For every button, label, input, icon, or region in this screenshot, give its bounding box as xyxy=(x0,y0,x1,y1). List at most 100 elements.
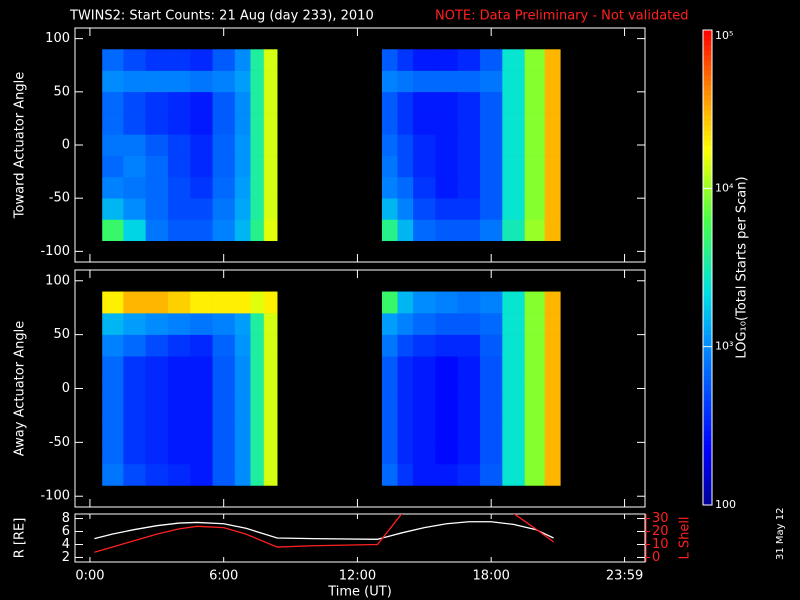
heat-cell xyxy=(397,334,414,357)
heat-cell xyxy=(123,155,146,178)
heat-cell xyxy=(123,219,146,242)
colorbar-segment xyxy=(703,420,712,426)
colorbar-segment xyxy=(703,35,712,41)
heat-cell xyxy=(102,113,124,135)
colorbar-tick-label: 10³ xyxy=(715,340,733,353)
colorbar-segment xyxy=(703,160,712,166)
heat-cell xyxy=(413,399,436,422)
heat-cell xyxy=(435,134,459,156)
heat-cell xyxy=(381,291,398,314)
heat-cell xyxy=(502,134,525,156)
heat-cell xyxy=(145,70,169,93)
heat-cell xyxy=(263,399,278,422)
heat-cell xyxy=(544,70,561,93)
heat-cell xyxy=(263,198,278,220)
heat-cell xyxy=(413,113,436,135)
colorbar-segment xyxy=(703,365,712,371)
heat-cell xyxy=(263,442,278,465)
heat-cell xyxy=(190,113,213,135)
heat-cell xyxy=(167,377,191,400)
heat-cell xyxy=(234,155,251,178)
heat-cell xyxy=(102,176,124,199)
heat-cell xyxy=(190,399,213,422)
heat-cell xyxy=(263,291,278,314)
heat-cell xyxy=(102,399,124,422)
heat-cell xyxy=(123,399,146,422)
heat-cell xyxy=(457,176,481,199)
heat-cell xyxy=(502,313,525,335)
heat-cell xyxy=(145,176,169,199)
heat-cell xyxy=(502,420,525,443)
heat-cell xyxy=(167,198,191,220)
heat-cell xyxy=(544,356,561,379)
heat-cell xyxy=(397,176,414,199)
heat-cell xyxy=(480,377,503,400)
x-axis-label: Time (UT) xyxy=(327,585,392,600)
y-tick-label: -50 xyxy=(49,191,70,206)
heat-cell xyxy=(212,356,236,379)
x-tick-label: 6:00 xyxy=(209,569,238,584)
y-tick-label: -100 xyxy=(40,244,70,259)
heat-cell xyxy=(381,49,398,71)
heat-cell xyxy=(212,291,236,314)
heat-cell xyxy=(457,49,481,71)
heat-cell xyxy=(480,463,503,486)
heat-cell xyxy=(234,49,251,71)
heat-cell xyxy=(102,91,124,114)
heat-cell xyxy=(167,91,191,114)
y-tick-label: 0 xyxy=(62,138,70,153)
heat-cell xyxy=(234,399,251,422)
heat-cell xyxy=(544,334,561,357)
colorbar-segment xyxy=(703,430,712,436)
heat-cell xyxy=(502,219,525,242)
heat-cell xyxy=(480,91,503,114)
heat-cell xyxy=(397,219,414,242)
heat-cell xyxy=(145,334,169,357)
date-stamp: 31 May 12 xyxy=(775,508,786,560)
heat-cell xyxy=(167,442,191,465)
heat-cell xyxy=(123,134,146,156)
heat-cell xyxy=(145,198,169,220)
heat-cell xyxy=(250,113,265,135)
colorbar-tick-label: 10⁴ xyxy=(715,181,734,194)
heat-cell xyxy=(544,291,561,314)
heat-cell xyxy=(457,219,481,242)
heat-cell xyxy=(145,291,169,314)
heat-cell xyxy=(190,377,213,400)
colorbar-segment xyxy=(703,350,712,356)
heat-cell xyxy=(145,420,169,443)
heat-cell xyxy=(502,113,525,135)
heat-cell xyxy=(145,399,169,422)
colorbar-segment xyxy=(703,375,712,381)
heat-cell xyxy=(457,377,481,400)
heat-cell xyxy=(145,49,169,71)
heat-cell xyxy=(190,91,213,114)
heat-cell xyxy=(212,113,236,135)
heat-cell xyxy=(102,356,124,379)
colorbar-segment xyxy=(703,185,712,191)
heat-cell xyxy=(457,442,481,465)
colorbar-segment xyxy=(703,450,712,456)
colorbar-segment xyxy=(703,260,712,266)
colorbar-segment xyxy=(703,400,712,406)
heat-cell xyxy=(480,198,503,220)
colorbar-segment xyxy=(703,360,712,366)
heat-cell xyxy=(524,219,545,242)
heat-cell xyxy=(145,377,169,400)
heat-cell xyxy=(457,334,481,357)
heat-cell xyxy=(190,176,213,199)
heat-cell xyxy=(250,442,265,465)
heat-cell xyxy=(413,198,436,220)
colorbar-segment xyxy=(703,240,712,246)
heat-cell xyxy=(435,442,459,465)
y2-tick-label: 0 xyxy=(652,550,660,565)
colorbar-segment xyxy=(703,205,712,211)
heat-cell xyxy=(263,356,278,379)
heat-cell xyxy=(145,113,169,135)
heat-cell xyxy=(145,155,169,178)
heat-cell xyxy=(212,399,236,422)
heat-cell xyxy=(167,49,191,71)
colorbar-segment xyxy=(703,490,712,496)
heat-cell xyxy=(413,91,436,114)
heat-cell xyxy=(381,420,398,443)
